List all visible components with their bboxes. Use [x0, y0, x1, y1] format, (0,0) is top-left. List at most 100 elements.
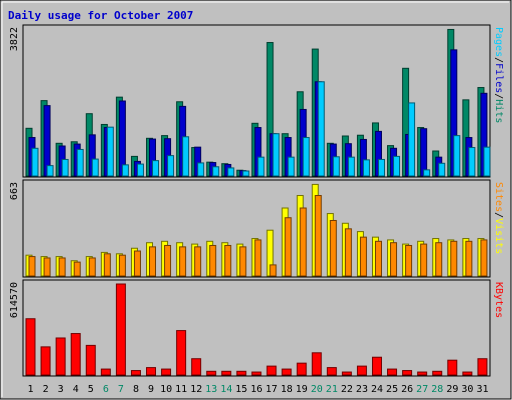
bar-sites-day-5 — [88, 257, 96, 277]
day-label-14: 14 — [220, 384, 232, 395]
bar-fill — [31, 147, 39, 177]
bar-fill — [423, 169, 431, 177]
bar-fill — [76, 148, 84, 177]
bar-fill — [25, 318, 36, 376]
bar-kbytes-day-24 — [371, 356, 382, 376]
bar-fill — [182, 136, 190, 177]
bar-fill — [314, 195, 322, 277]
bar-sites-day-10 — [164, 244, 172, 277]
bar-kbytes-day-18 — [281, 368, 292, 376]
day-label-26: 26 — [401, 384, 413, 395]
bar-fill — [130, 370, 141, 376]
bar-kbytes-day-22 — [341, 371, 352, 376]
day-label-10: 10 — [160, 384, 172, 395]
bar-sites-day-6 — [103, 253, 111, 277]
bar-fill — [438, 162, 446, 177]
right-label-part: Pages — [493, 27, 504, 57]
bar-fill — [106, 126, 114, 177]
bar-kbytes-day-19 — [296, 362, 307, 376]
day-axis: 1 2 3 4 5 6 7 8 9 10 11 12 13 14 15 16 17 18 19 20 21 22 23 24 2… — [28, 384, 489, 395]
bar-pages-day-7 — [121, 164, 129, 177]
bar-fill — [269, 264, 277, 277]
bar-fill — [453, 135, 461, 177]
bar-fill — [393, 155, 401, 177]
bar-fill — [272, 133, 280, 177]
bar-sites-day-27 — [420, 243, 428, 277]
panel-hits: 3822 Pages/Files/Hits — [9, 24, 504, 178]
bar-fill — [40, 346, 51, 376]
bar-fill — [179, 246, 187, 277]
bar-pages-day-22 — [347, 156, 355, 177]
bar-pages-day-23 — [362, 159, 370, 177]
day-label-30: 30 — [461, 384, 473, 395]
bar-fill — [317, 81, 325, 177]
day-label-16: 16 — [250, 384, 262, 395]
bar-fill — [468, 147, 476, 177]
bar-sites-day-23 — [359, 236, 367, 277]
bar-pages-day-25 — [393, 155, 401, 177]
bar-fill — [420, 128, 428, 177]
bar-fill — [341, 371, 352, 376]
bar-sites-day-2 — [43, 257, 51, 277]
bar-sites-day-29 — [450, 240, 458, 277]
bar-sites-day-1 — [28, 256, 36, 277]
bar-kbytes-day-4 — [70, 333, 81, 376]
day-label-7: 7 — [118, 384, 124, 395]
bar-fill — [136, 163, 144, 177]
bar-pages-day-31 — [483, 146, 491, 177]
bar-pages-day-30 — [468, 147, 476, 177]
bar-fill — [302, 137, 310, 177]
bar-sites-day-4 — [73, 261, 81, 277]
bar-fill — [405, 244, 413, 277]
bar-fill — [212, 166, 220, 177]
bar-kbytes-day-3 — [55, 337, 66, 376]
bar-fill — [281, 368, 292, 376]
bar-kbytes-day-12 — [191, 358, 202, 376]
bar-fill — [73, 261, 81, 277]
bar-fill — [390, 242, 398, 277]
bar-fill — [43, 257, 51, 277]
bar-fill — [161, 368, 172, 376]
bar-fill — [115, 283, 126, 376]
bar-kbytes-day-17 — [266, 365, 277, 376]
day-label-18: 18 — [281, 384, 293, 395]
day-label-13: 13 — [205, 384, 217, 395]
bar-fill — [103, 253, 111, 277]
day-label-2: 2 — [43, 384, 49, 395]
bar-sites-day-21 — [329, 219, 337, 277]
bar-fill — [362, 159, 370, 177]
bar-fill — [377, 158, 385, 177]
bar-fill — [450, 240, 458, 277]
bar-pages-day-20 — [317, 81, 325, 177]
bar-fill — [374, 240, 382, 277]
bar-kbytes-day-7 — [115, 283, 126, 376]
bar-fill — [58, 257, 66, 277]
day-label-29: 29 — [446, 384, 458, 395]
bar-fill — [236, 370, 247, 376]
right-label-part: Sites — [493, 182, 504, 212]
bar-kbytes-day-15 — [236, 370, 247, 376]
bar-sites-day-24 — [374, 240, 382, 277]
bar-pages-day-14 — [227, 167, 235, 177]
right-label-kbytes: KBytes — [493, 282, 504, 318]
day-label-28: 28 — [431, 384, 443, 395]
day-label-9: 9 — [148, 384, 154, 395]
bar-sites-day-31 — [480, 239, 488, 277]
bar-pages-day-21 — [332, 156, 340, 177]
day-label-22: 22 — [341, 384, 353, 395]
bar-fill — [152, 160, 160, 177]
bar-pages-day-2 — [46, 165, 54, 177]
bar-fill — [85, 344, 96, 376]
bar-pages-day-13 — [212, 166, 220, 177]
bar-kbytes-day-30 — [462, 371, 473, 376]
bar-fill — [167, 155, 175, 177]
bar-fill — [299, 207, 307, 277]
bar-kbytes-day-29 — [447, 359, 458, 376]
bar-sites-day-17 — [269, 264, 277, 277]
bar-sites-day-28 — [435, 242, 443, 277]
day-label-25: 25 — [386, 384, 398, 395]
bar-kbytes-day-1 — [25, 318, 36, 376]
bar-fill — [359, 236, 367, 277]
ymax-label-visits: 663 — [9, 182, 20, 200]
bar-fill — [118, 254, 126, 277]
